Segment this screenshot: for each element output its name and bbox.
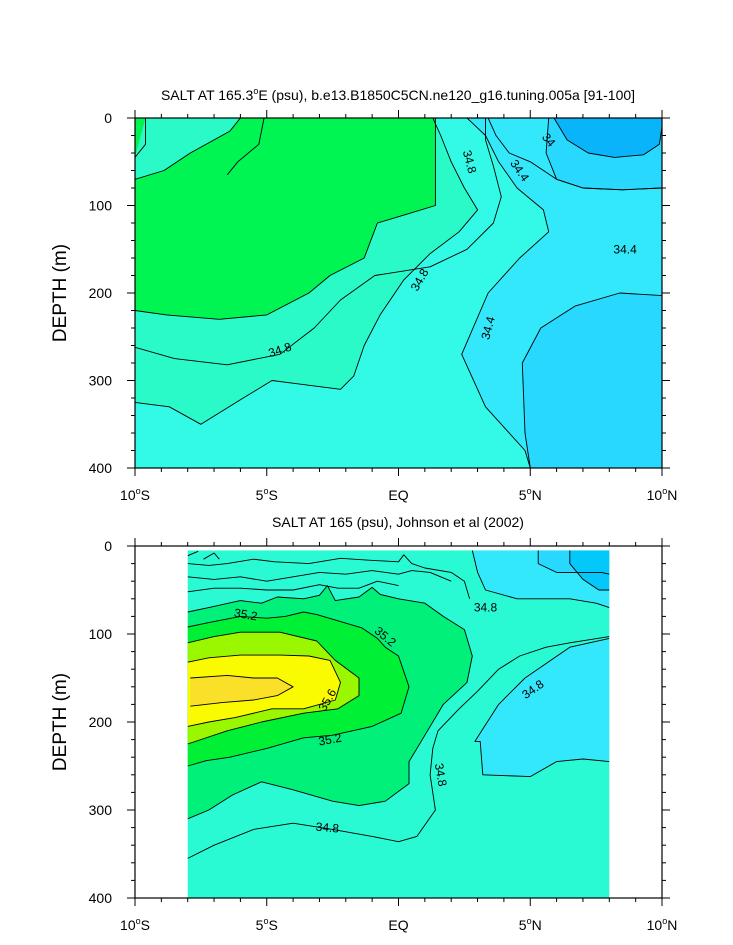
panel-2-contour-35.0-top	[187, 585, 473, 820]
panel-1-contour-34.4-mid	[521, 292, 662, 468]
panel-1-band-34.6-34.4	[522, 293, 662, 468]
panel-1-contour-34.8-a	[135, 118, 479, 425]
panel-1-y-tick-label-4: 400	[89, 460, 113, 476]
panel-2-contour-34.4	[569, 550, 610, 591]
panel-1-contour-34.6	[461, 118, 550, 468]
panel-1-band-35.0-35.2	[135, 118, 436, 320]
panel-1-y-tick-label-0: 0	[104, 110, 112, 126]
panel-1-contour-label-1: 34	[539, 130, 559, 149]
panel-1-contour-35.0-main	[135, 118, 436, 320]
panel-2-band-34.6-34.8-inner	[474, 638, 610, 777]
panel-1-y-tick-label-3: 300	[89, 373, 113, 389]
panel-2-contour-near-surface-2	[187, 570, 452, 582]
panel-2-contour-35.8	[190, 674, 294, 707]
panel-1-x-tick-label-3: 5oN	[519, 486, 542, 503]
panel-1-contour-label-6: 34.8	[267, 340, 294, 361]
panel-2-contour-label-text-3: 34.8	[474, 601, 498, 615]
panel-2-contour-label-text-8: 34.8	[315, 820, 340, 836]
panel-2-contour-label-text-1: 35.2	[233, 606, 259, 624]
panel-2-x-tick-label-1: 5oS	[256, 916, 278, 933]
panel-1-contour-label-7: 34.4	[478, 315, 498, 341]
panel-2-contour-label-6: 35.2	[317, 731, 343, 749]
panel-1-x-tick-label-1: 5oS	[256, 486, 278, 503]
panel-1-x-tick-label-0: 10oS	[120, 486, 150, 503]
panel-1-y-axis-label: DEPTH (m)	[50, 244, 71, 342]
panel-1-contour-label-text-4: 34.4	[613, 242, 637, 256]
panel-2-x-tick-label-3: 5oN	[519, 916, 542, 933]
panel-1: SALT AT 165.3oE (psu), b.e13.B1850C5CN.n…	[50, 86, 677, 503]
panel-1-x-tick-label-2: EQ	[388, 487, 408, 503]
panel-1-band-34.0-34.2	[554, 118, 662, 158]
panel-2-band-34.2-34.4	[569, 550, 610, 590]
panel-2-contour-35.6	[187, 654, 341, 727]
panel-1-y-tick-label-2: 200	[89, 285, 113, 301]
panel-1-contour-34.2	[545, 118, 662, 191]
panel-2-contour-near-surface-3	[187, 580, 399, 593]
panel-2-contour-near-surface-1	[187, 554, 471, 599]
panel-2-contour-34.8-inner	[474, 637, 610, 778]
panel-2-y-tick-label-4: 400	[89, 890, 113, 906]
panel-1-contour-35.0-gap	[226, 118, 265, 176]
panel-1-contour-label-text-6: 34.8	[267, 340, 294, 361]
panel-2-x-tick-label-0: 10oS	[120, 916, 150, 933]
panel-1-contour-label-4: 34.4	[613, 242, 637, 256]
panel-2-contour-label-text-7: 34.8	[432, 762, 450, 788]
panel-1-contour-label-text-2: 34.8	[460, 149, 480, 175]
panel-1-title: SALT AT 165.3oE (psu), b.e13.B1850C5CN.n…	[161, 86, 635, 103]
panel-2-contour-label-7: 34.8	[432, 762, 450, 788]
panel-2-contour-35.2-outer	[187, 611, 410, 767]
panel-1-contour-34.0	[553, 118, 662, 158]
panel-1-axes: 0 100 200 300 400 10oS 5oS EQ 5oN 10oN	[89, 110, 678, 503]
panel-2-contour-34.6	[537, 550, 610, 575]
panel-2-contour-label-1: 35.2	[233, 606, 259, 624]
panel-1-contour-label-2: 34.8	[460, 149, 480, 175]
panel-1-contour-35.0-top	[135, 118, 146, 158]
panel-1-contour-34.8-b	[135, 118, 502, 366]
panel-2-y-axis-label: DEPTH (m)	[50, 673, 71, 771]
panel-1-y-tick-label-1: 100	[89, 198, 113, 214]
panel-2-x-tick-label-4: 10oN	[647, 916, 678, 933]
panel-2-y-tick-label-1: 100	[89, 626, 113, 642]
panel-1-contour-label-text-7: 34.4	[478, 315, 498, 341]
panel-2: SALT AT 165 (psu), Johnson et al (2002) …	[50, 514, 677, 933]
panel-2-contour-near-surface-4	[187, 550, 199, 557]
panel-2-contour-label-text-6: 35.2	[317, 731, 343, 749]
panel-2-plot-area: 35.235.234.834.835.635.234.834.8	[187, 550, 610, 898]
panel-2-y-tick-label-0: 0	[104, 538, 112, 554]
panel-2-x-tick-label-2: EQ	[388, 917, 408, 933]
panel-2-title: SALT AT 165 (psu), Johnson et al (2002)	[272, 514, 524, 530]
panel-2-y-tick-label-3: 300	[89, 802, 113, 818]
panel-2-axes: 0 100 200 300 400 10oS 5oS EQ 5oN 10oN	[89, 538, 678, 933]
panel-2-contour-near-surface-5	[203, 552, 220, 560]
panel-1-contour-35.0-diag	[135, 118, 241, 180]
panel-2-y-tick-label-2: 200	[89, 714, 113, 730]
panel-2-contour-34.8-lower	[187, 636, 610, 859]
panel-2-contour-34.8-upper	[471, 550, 610, 609]
panel-2-contour-35.4	[187, 631, 360, 745]
panel-1-x-tick-label-4: 10oN	[647, 486, 678, 503]
panel-2-band-35.8-36.0	[190, 675, 294, 707]
panel-2-contour-label-8: 34.8	[315, 820, 340, 836]
panel-2-contour-label-3: 34.8	[474, 601, 498, 615]
